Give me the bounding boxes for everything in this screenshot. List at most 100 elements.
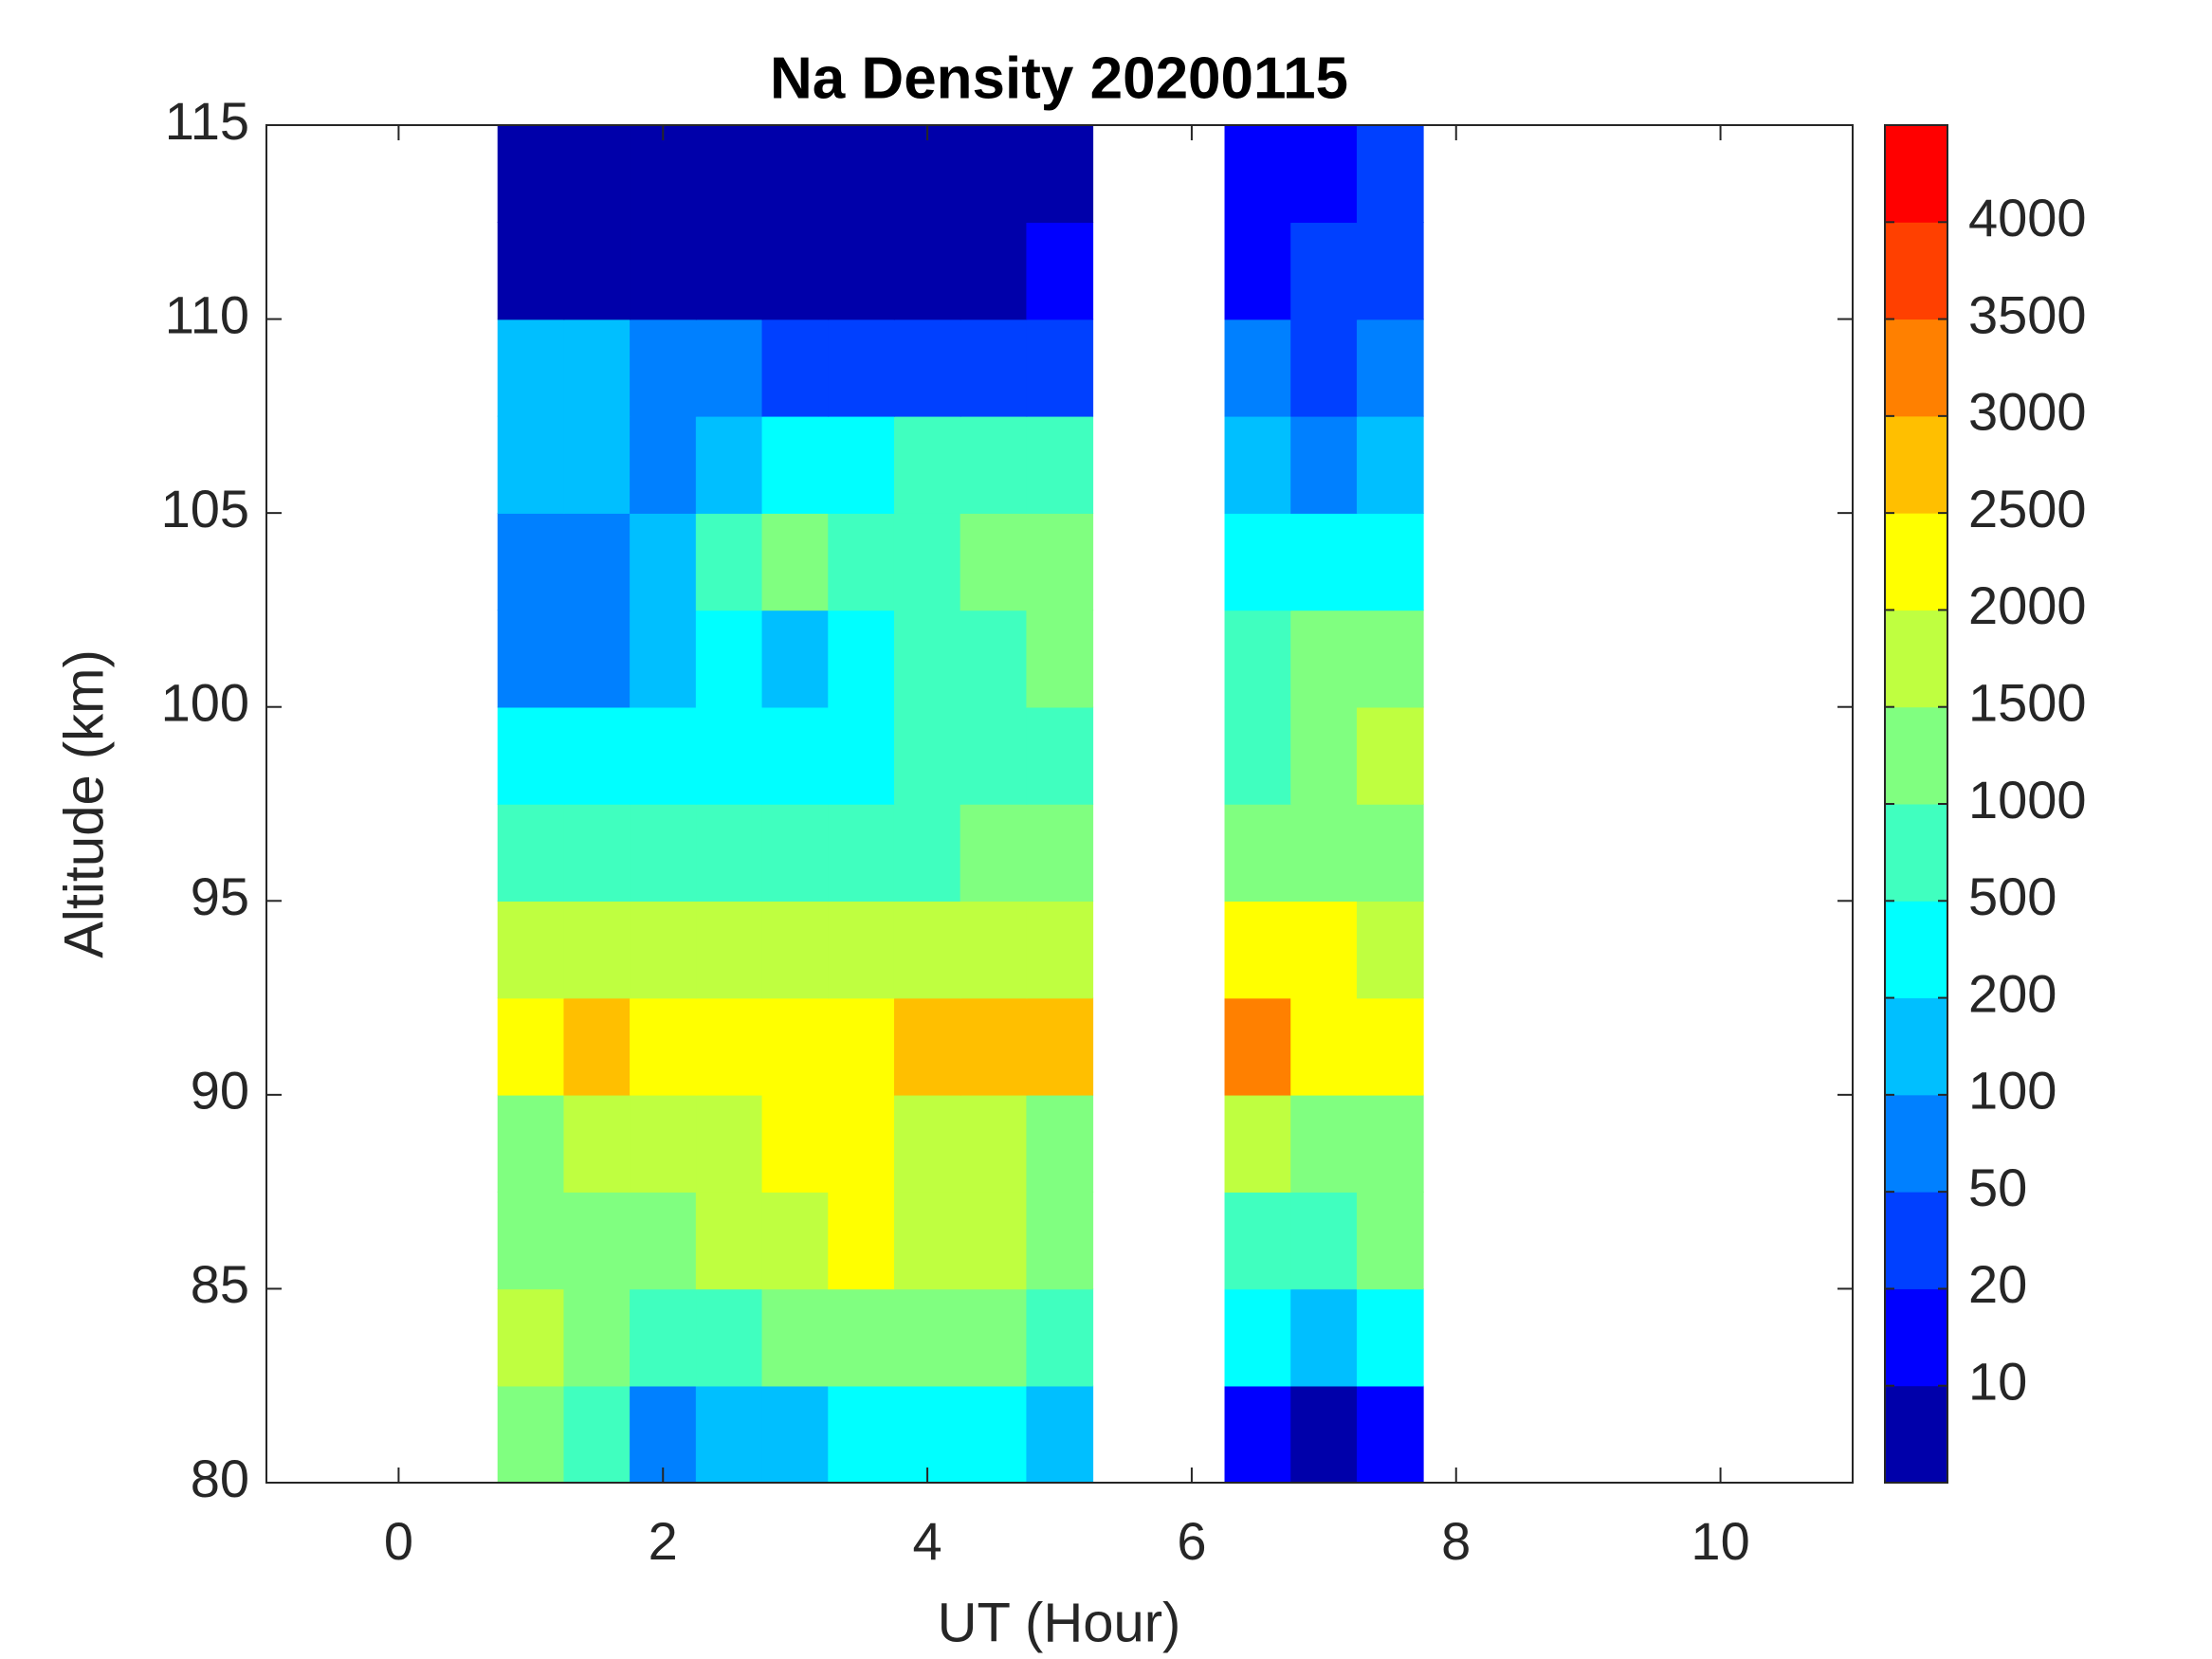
contour-cell: [960, 610, 1028, 708]
contour-cell: [497, 1191, 565, 1290]
contour-cell: [630, 1191, 697, 1290]
contour-cell: [1356, 610, 1424, 708]
contour-cell: [1356, 415, 1424, 514]
contour-cell: [761, 610, 830, 708]
contour-cell: [960, 803, 1028, 902]
contour-cell: [1290, 997, 1358, 1096]
contour-cell: [630, 415, 697, 514]
colorbar-label: 3500: [1968, 284, 2087, 344]
contour-cell: [1224, 610, 1292, 708]
y-tick-label: 80: [191, 1449, 249, 1508]
contour-cell: [1224, 415, 1292, 514]
colorbar-band: [1885, 1288, 1947, 1387]
colorbar-label: 10: [1968, 1352, 2027, 1412]
colorbar-band: [1885, 610, 1947, 708]
contour-cell: [960, 706, 1028, 805]
contour-cell: [630, 610, 697, 708]
contour-cell: [563, 901, 631, 999]
contour-cell: [695, 222, 763, 320]
contour-cell: [893, 610, 961, 708]
colorbar-band: [1885, 706, 1947, 805]
contour-cell: [960, 901, 1028, 999]
colorbar-label: 1000: [1968, 770, 2087, 830]
contour-cell: [1356, 124, 1424, 224]
contour-cell: [497, 415, 565, 514]
contour-cell: [960, 1288, 1028, 1387]
contour-cell: [497, 512, 565, 611]
contour-cell: [761, 901, 830, 999]
contour-cell: [695, 901, 763, 999]
contour-cell: [1290, 1288, 1358, 1387]
contour-cell: [828, 610, 895, 708]
contour-cell: [497, 1288, 565, 1387]
contour-cell: [761, 706, 830, 805]
contour-cell: [1356, 222, 1424, 320]
contour-cell: [563, 415, 631, 514]
contour-cell: [497, 124, 565, 224]
contour-cell: [695, 1288, 763, 1387]
contour-cell: [1224, 1094, 1292, 1193]
contour-cell: [761, 1288, 830, 1387]
contour-cell: [563, 1288, 631, 1387]
contour-cell: [1356, 1094, 1424, 1193]
contour-cell: [695, 610, 763, 708]
contour-cell: [761, 997, 830, 1096]
y-tick-label: 110: [165, 284, 249, 344]
contour-cell: [893, 803, 961, 902]
contour-cell: [497, 319, 565, 417]
contour-cell: [893, 222, 961, 320]
contour-cell: [1290, 124, 1358, 224]
contour-cell: [1224, 706, 1292, 805]
x-tick-label: 2: [649, 1511, 678, 1571]
y-tick-label: 115: [165, 91, 249, 151]
colorbar-band: [1885, 415, 1947, 514]
contour-cell: [630, 222, 697, 320]
x-tick-label: 0: [384, 1511, 413, 1571]
contour-cell: [1224, 1385, 1292, 1484]
contour-cell: [695, 415, 763, 514]
contour-cell: [1356, 997, 1424, 1096]
contour-cell: [893, 706, 961, 805]
contour-cell: [893, 1288, 961, 1387]
contour-cell: [563, 997, 631, 1096]
contour-cell: [761, 124, 830, 224]
contour-cell: [893, 512, 961, 611]
contour-cell: [1026, 901, 1094, 999]
contour-cell: [695, 1191, 763, 1290]
contour-cell: [630, 1094, 697, 1193]
contour-cell: [1026, 415, 1094, 514]
contour-cell: [497, 1094, 565, 1193]
contour-cell: [1026, 997, 1094, 1096]
contour-cell: [1290, 803, 1358, 902]
contour-cell: [761, 1191, 830, 1290]
contour-cell: [630, 901, 697, 999]
chart-title: Na Density 20200115: [770, 46, 1348, 111]
contour-cell: [761, 319, 830, 417]
contour-cell: [960, 222, 1028, 320]
colorbar-label: 2000: [1968, 575, 2087, 635]
contour-cell: [1290, 901, 1358, 999]
contour-cell: [1224, 1288, 1292, 1387]
contour-cell: [1290, 222, 1358, 320]
contour-cell: [1224, 901, 1292, 999]
contour-cell: [893, 997, 961, 1096]
contour-cell: [761, 1094, 830, 1193]
contour-cell: [960, 1385, 1028, 1484]
y-tick-label: 90: [191, 1061, 249, 1121]
y-tick-label: 100: [161, 673, 249, 733]
contour-cell: [893, 1094, 961, 1193]
contour-cell: [1026, 1094, 1094, 1193]
contour-cell: [497, 706, 565, 805]
contour-cell: [1356, 803, 1424, 902]
contour-cell: [1026, 803, 1094, 902]
contour-cell: [1356, 1288, 1424, 1387]
contour-cell: [695, 512, 763, 611]
contour-cell: [1290, 1094, 1358, 1193]
contour-cell: [828, 901, 895, 999]
x-tick-label: 6: [1177, 1511, 1206, 1571]
contour-cell: [761, 803, 830, 902]
contour-cell: [960, 415, 1028, 514]
contour-cell: [1290, 319, 1358, 417]
contour-cell: [563, 512, 631, 611]
